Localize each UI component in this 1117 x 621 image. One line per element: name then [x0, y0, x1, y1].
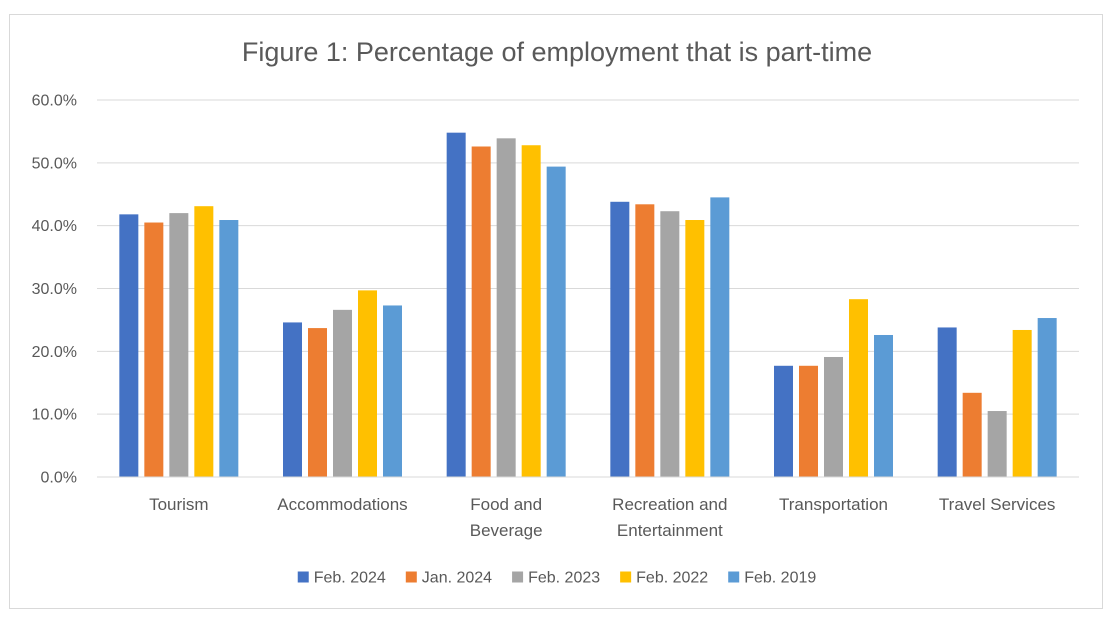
legend: Feb. 2024 Jan. 2024 Feb. 2023 Feb. 2022 Feb.… [297, 570, 816, 587]
bar [471, 146, 491, 477]
y-tick-label: 20.0% [32, 344, 77, 361]
legend-swatch [512, 571, 524, 583]
bar [685, 220, 705, 478]
bar [358, 290, 377, 477]
y-tick-label: 10.0% [32, 407, 77, 424]
x-category-label: Transportation [779, 495, 888, 514]
y-axis-tick-labels: 0.0% 10.0% 20.0% 30.0% 40.0% 50.0% 60.0% [32, 93, 77, 487]
bar [219, 220, 239, 478]
y-tick-label: 0.0% [41, 470, 77, 487]
bar [710, 197, 730, 477]
x-category-label: Food and [470, 495, 542, 514]
x-category-label: Entertainment [617, 521, 723, 540]
y-tick-label: 30.0% [32, 281, 77, 298]
bar [169, 213, 189, 477]
bar [308, 328, 327, 477]
legend-label: Jan. 2024 [422, 570, 492, 587]
bar [849, 299, 868, 477]
bar [119, 214, 139, 477]
x-category-label: Beverage [470, 521, 543, 540]
bar [962, 392, 982, 477]
bar [383, 305, 402, 477]
bar [496, 138, 516, 477]
legend-swatch [405, 571, 417, 583]
legend-label: Feb. 2022 [636, 570, 708, 587]
bar [774, 365, 793, 477]
chart-title: Figure 1: Percentage of employment that … [242, 37, 872, 67]
legend-label: Feb. 2019 [744, 570, 816, 587]
bar [610, 201, 630, 478]
bar [937, 327, 957, 477]
legend-label: Feb. 2024 [314, 570, 386, 587]
x-axis-category-labels: Tourism Accommodations Food and Beverage Rec… [149, 495, 1055, 540]
y-tick-label: 40.0% [32, 218, 77, 235]
x-category-label: Tourism [149, 495, 209, 514]
legend-swatch [620, 571, 632, 583]
bar [799, 365, 818, 477]
x-category-label: Travel Services [939, 495, 1056, 514]
bar [546, 166, 566, 477]
bars [119, 132, 1057, 478]
bar [1012, 329, 1032, 477]
legend-swatch [728, 571, 740, 583]
bar [521, 145, 541, 478]
legend-swatch [297, 571, 309, 583]
bar [874, 334, 893, 477]
bar [987, 411, 1007, 477]
bar [283, 322, 302, 477]
bar [333, 309, 352, 477]
bar [144, 222, 164, 477]
x-category-label: Recreation and [612, 495, 727, 514]
y-tick-label: 60.0% [32, 93, 77, 110]
bar [194, 206, 214, 477]
y-tick-label: 50.0% [32, 155, 77, 172]
x-category-label: Accommodations [277, 495, 407, 514]
gridlines [97, 99, 1079, 415]
legend-label: Feb. 2023 [528, 570, 600, 587]
bar [1037, 318, 1057, 477]
bar [446, 132, 466, 477]
bar [824, 356, 843, 477]
bar [635, 204, 655, 477]
bar [660, 211, 680, 477]
